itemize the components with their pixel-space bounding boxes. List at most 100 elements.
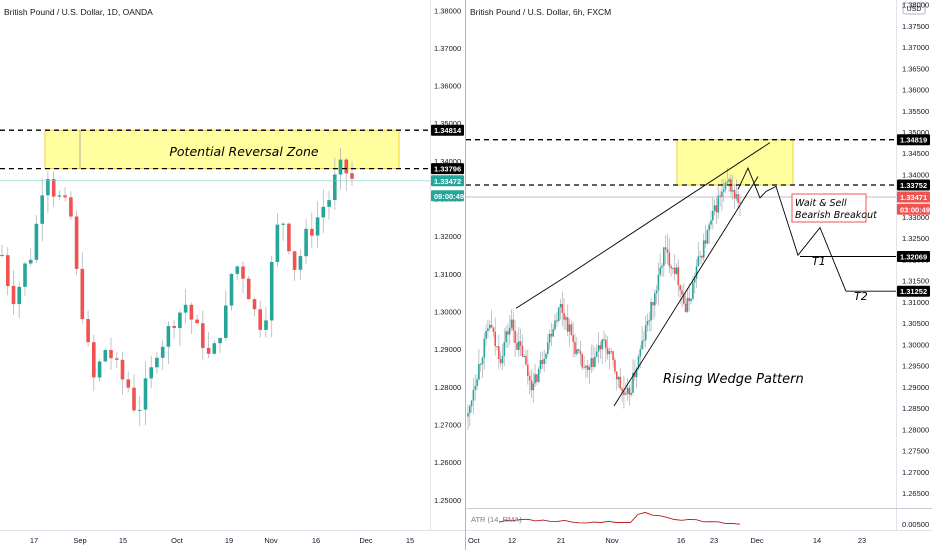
candle-body	[470, 400, 473, 407]
candle-body	[675, 267, 678, 274]
candle-body	[597, 345, 600, 352]
candle-body	[536, 374, 538, 382]
candle-body	[619, 376, 622, 389]
price-tick-label: 1.34000	[434, 157, 461, 166]
price-tick-label: 1.31000	[902, 298, 929, 307]
candle-body	[557, 307, 560, 321]
candle-body	[115, 358, 119, 360]
wedge-and-projection-drawings[interactable]	[515, 142, 896, 407]
time-tick-label: Nov	[264, 536, 278, 545]
candle-body	[235, 266, 240, 274]
candle-body	[552, 329, 554, 337]
candle-body	[304, 228, 308, 257]
price-tick-label: 1.38000	[434, 6, 461, 15]
candle-body	[28, 259, 33, 264]
price-tick-label: 1.27000	[434, 421, 461, 430]
candle-body	[654, 293, 656, 306]
candle-body	[735, 194, 738, 199]
price-tick-label: 1.34500	[902, 149, 929, 158]
price-tick-label: 1.35000	[902, 128, 929, 137]
candle-body	[712, 210, 714, 221]
candle-body	[583, 367, 585, 369]
price-tick-label: 1.35500	[902, 107, 929, 116]
usd-currency-box[interactable]	[902, 2, 926, 15]
usd-currency-label[interactable]: USD	[907, 6, 922, 13]
candle-body	[512, 319, 515, 331]
time-tick-label: 21	[557, 536, 565, 545]
rising-wedge-label: Rising Wedge Pattern	[663, 372, 804, 387]
candle-body	[632, 372, 634, 393]
candle-body	[581, 354, 583, 368]
time-tick-label: 12	[508, 536, 516, 545]
candle-body	[532, 383, 535, 391]
candle-body	[521, 345, 524, 357]
left-time-axis[interactable]: 17 Sep 15 Oct 19 Nov 16 Dec 15	[30, 536, 414, 545]
candle-body	[688, 298, 690, 301]
candle-body	[733, 190, 736, 199]
sell-callout[interactable]: Wait & Sell Bearish Breakout	[791, 193, 878, 223]
price-tick-label: 1.29500	[902, 362, 929, 371]
candle-body	[264, 320, 268, 330]
candle-body	[579, 351, 582, 354]
left-chart-title: British Pound / U.S. Dollar, 1D, OANDA	[4, 7, 153, 17]
price-tick-label: 1.28000	[902, 425, 929, 434]
candle-body	[241, 266, 245, 279]
candle-body	[483, 338, 486, 358]
candle-body	[189, 304, 194, 320]
candle-body	[677, 267, 680, 286]
candle-body	[672, 267, 674, 269]
candle-body	[86, 319, 90, 343]
candle-body	[126, 379, 131, 388]
atr-indicator-pane[interactable]	[498, 511, 741, 525]
candle-body	[576, 349, 578, 354]
candle-body	[715, 205, 718, 213]
right-resistance-zone[interactable]	[676, 139, 794, 186]
right-time-axis[interactable]: Oct 12 21 Nov 16 23 Dec 14 23	[468, 536, 866, 545]
candle-body	[692, 282, 694, 299]
candle-body	[34, 223, 39, 260]
candle-body	[51, 179, 56, 197]
candle-body	[626, 387, 629, 394]
candle-body	[530, 380, 533, 391]
right-chart-panel[interactable]: British Pound / U.S. Dollar, 6h, FXCM US…	[466, 1, 930, 546]
left-key-levels	[0, 129, 430, 182]
price-tick-label: 1.34000	[902, 171, 929, 180]
price-badge-label: 1.33472	[434, 177, 461, 186]
time-tick-label: 15	[119, 536, 127, 545]
candle-body	[713, 205, 716, 211]
candle-body	[683, 294, 685, 304]
price-badge	[897, 251, 930, 262]
candle-body	[697, 256, 700, 267]
candle-body	[527, 364, 529, 376]
candle-body	[548, 333, 551, 343]
candle-body	[655, 290, 658, 294]
candle-body	[739, 202, 741, 204]
atr-tick-label: 0.00500	[902, 520, 929, 529]
candle-body	[195, 319, 199, 324]
candle-body	[0, 255, 4, 256]
candle-body	[11, 286, 16, 305]
candle-body	[550, 333, 553, 337]
left-chart-panel[interactable]: British Pound / U.S. Dollar, 1D, OANDA P…	[0, 6, 464, 545]
candle-body	[657, 274, 660, 291]
candle-body	[503, 342, 506, 356]
candle-body	[478, 364, 480, 380]
time-tick-label: 14	[813, 536, 821, 545]
right-price-badges: 1.34819 1.33752 1.33471 03:00:49 1.32069 1.31…	[897, 134, 930, 297]
right-price-axis[interactable]: 1.38000 1.37500 1.37000 1.36500 1.36000 1.355…	[902, 1, 929, 499]
candle-body	[6, 255, 10, 286]
price-tick-label: 1.31500	[902, 277, 929, 286]
candle-body	[275, 224, 280, 262]
candle-body	[710, 220, 712, 225]
candle-body	[585, 365, 587, 368]
candle-body	[664, 247, 667, 250]
left-price-axis[interactable]: 1.380001.370001.360001.350001.340001.330…	[434, 6, 461, 505]
candle-body	[592, 358, 594, 367]
candle-body	[644, 325, 647, 341]
candle-body	[717, 195, 719, 213]
price-badge-label: 03:00:49	[900, 205, 930, 214]
candle-body	[17, 286, 21, 305]
price-badge-label: 1.33471	[900, 193, 927, 202]
candle-body	[246, 278, 251, 300]
candle-body	[646, 321, 649, 326]
